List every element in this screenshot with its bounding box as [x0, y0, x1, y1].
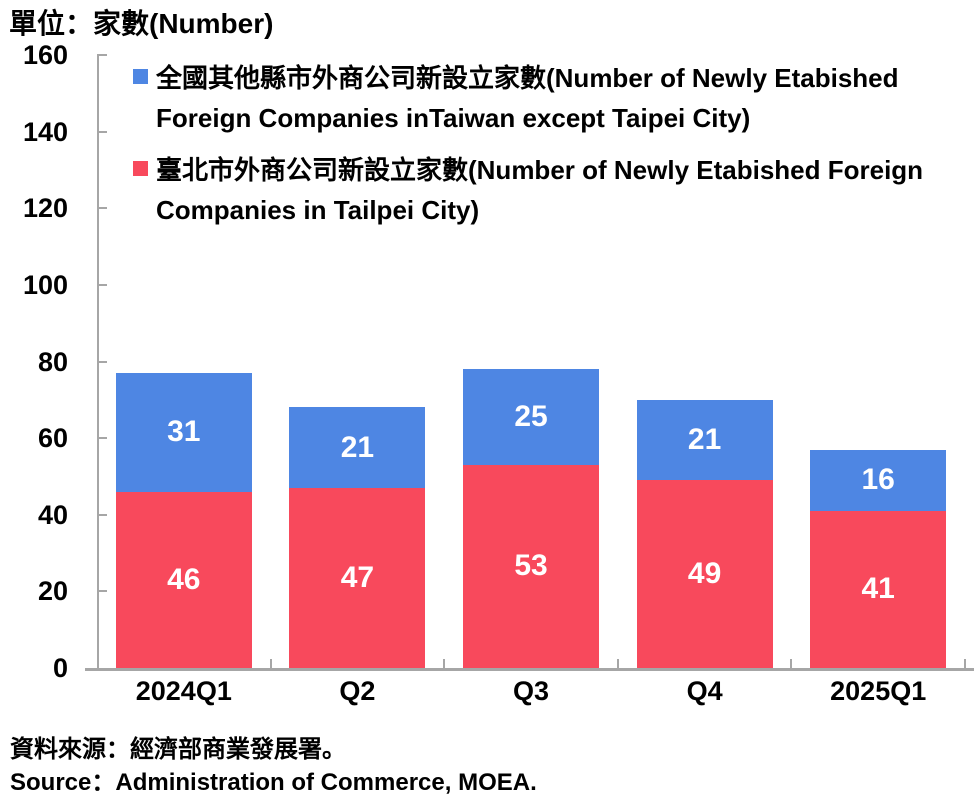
bar-value-label: 47: [340, 560, 375, 594]
x-tick: [616, 659, 619, 668]
legend-label: 臺北市外商公司新設立家數(Number of Newly Etabished F…: [156, 150, 923, 230]
y-axis-label: 120: [22, 193, 68, 224]
bar-value-label: 21: [687, 423, 722, 457]
source-note-en: Source：Administration of Commerce, MOEA.: [10, 769, 537, 796]
legend-entry-taipei-city: 臺北市外商公司新設立家數(Number of Newly Etabished F…: [133, 150, 923, 230]
x-axis-label: 2024Q1: [135, 676, 232, 706]
y-tick: [97, 283, 107, 286]
y-axis-label: 0: [52, 653, 68, 683]
y-tick: [97, 513, 107, 516]
bar-segment-taipei-city: [810, 510, 947, 668]
y-tick: [97, 437, 107, 440]
legend-label-line: Companies in Tailpei City): [156, 195, 480, 225]
y-tick: [97, 130, 107, 133]
bar-segment-taipei-city: [463, 464, 599, 668]
y-axis-label: 140: [22, 116, 68, 147]
y-tick: [97, 54, 107, 56]
legend-swatch-icon: [133, 161, 148, 176]
source-note-zh: 資料來源：經濟部商業發展署。: [10, 736, 346, 763]
legend: 全國其他縣市外商公司新設立家數(Number of Newly Etabishe…: [133, 58, 923, 230]
y-axis-label: 80: [37, 346, 68, 377]
y-axis-label: 100: [22, 269, 68, 300]
bar-segment-taiwan-except-taipei: [810, 449, 947, 511]
legend-label-line: 全國其他縣市外商公司新設立家數(Number of Newly Etabishe…: [156, 63, 899, 93]
x-tick: [790, 659, 793, 668]
bar-value-label: 21: [340, 430, 375, 464]
x-axis-line: [85, 668, 974, 671]
x-tick: [269, 659, 272, 668]
bar-segment-taipei-city: [115, 491, 252, 668]
y-axis-label: 40: [37, 499, 68, 530]
bar-value-label: 49: [687, 557, 722, 591]
x-axis-label: 2025Q1: [830, 676, 927, 706]
legend-label: 全國其他縣市外商公司新設立家數(Number of Newly Etabishe…: [156, 58, 899, 138]
bar-value-label: 16: [861, 463, 895, 497]
bar-value-label: 46: [167, 562, 201, 596]
bar-segment-taiwan-except-taipei: [636, 399, 773, 481]
unit-title: 單位：家數(Number): [9, 8, 274, 39]
legend-swatch-icon: [133, 69, 148, 84]
x-tick: [443, 659, 446, 668]
bar-segment-taiwan-except-taipei: [289, 407, 426, 488]
x-axis-label: Q3: [512, 676, 549, 706]
x-axis-label: Q4: [686, 676, 723, 706]
bar-value-label: 41: [861, 572, 895, 606]
x-axis-label: Q2: [339, 676, 376, 706]
bar-value-label: 31: [167, 415, 201, 449]
x-tick: [964, 659, 966, 668]
bar-value-label: 25: [514, 400, 548, 434]
y-axis-label: 160: [22, 40, 68, 70]
y-axis-label: 20: [37, 576, 68, 607]
legend-label-line: Foreign Companies inTaiwan except Taipei…: [156, 103, 751, 133]
y-axis-label: 60: [37, 423, 68, 454]
bar-segment-taipei-city: [636, 480, 773, 668]
legend-entry-taiwan-except-taipei: 全國其他縣市外商公司新設立家數(Number of Newly Etabishe…: [133, 58, 923, 138]
y-tick: [97, 207, 107, 210]
y-tick: [97, 590, 107, 593]
legend-label-line: 臺北市外商公司新設立家數(Number of Newly Etabished F…: [156, 155, 924, 185]
bar-segment-taiwan-except-taipei: [463, 369, 599, 465]
bar-segment-taipei-city: [289, 487, 426, 668]
bar-segment-taiwan-except-taipei: [115, 372, 252, 492]
y-tick: [97, 360, 107, 363]
bar-value-label: 53: [514, 549, 548, 583]
